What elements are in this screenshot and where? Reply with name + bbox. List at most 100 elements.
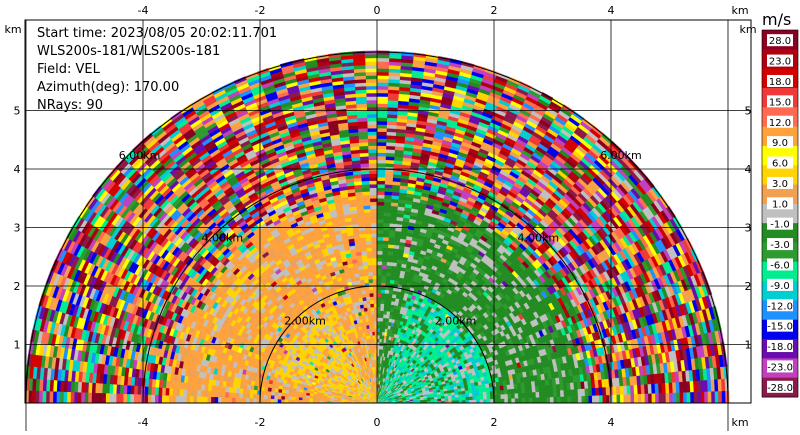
velocity-cell xyxy=(360,163,370,168)
velocity-cell xyxy=(514,397,519,404)
velocity-cell xyxy=(588,395,593,404)
velocity-cell xyxy=(371,243,378,248)
velocity-cell xyxy=(370,313,375,319)
velocity-cell xyxy=(483,398,488,404)
velocity-cell xyxy=(376,152,386,157)
velocity-cell xyxy=(535,397,540,404)
velocity-cell xyxy=(525,397,530,404)
velocity-cell xyxy=(598,386,603,396)
velocity-cell xyxy=(381,257,388,263)
velocity-cell xyxy=(376,155,386,161)
velocity-cell xyxy=(372,275,378,280)
velocity-cell xyxy=(563,389,568,397)
velocity-cell xyxy=(369,299,374,305)
velocity-cell xyxy=(535,391,540,398)
velocity-cell xyxy=(376,148,387,154)
velocity-cell xyxy=(626,385,631,395)
velocity-cell xyxy=(380,299,385,305)
velocity-cell xyxy=(371,261,378,266)
velocity-cell xyxy=(381,264,387,270)
velocity-cell xyxy=(370,306,375,312)
velocity-cell xyxy=(378,334,382,340)
velocity-cell xyxy=(376,75,389,80)
velocity-cell xyxy=(574,395,579,404)
velocity-cell xyxy=(369,197,378,203)
velocity-cell xyxy=(369,292,374,298)
velocity-cell xyxy=(496,394,502,400)
velocity-cell xyxy=(362,198,371,203)
velocity-cell xyxy=(376,64,390,69)
velocity-cell xyxy=(468,396,474,401)
velocity-cell xyxy=(570,395,575,404)
velocity-cell xyxy=(362,265,368,270)
velocity-cell xyxy=(556,389,561,397)
velocity-cell xyxy=(381,335,385,340)
velocity-cell xyxy=(718,390,723,404)
velocity-cell xyxy=(376,275,382,280)
velocity-cell xyxy=(630,384,635,395)
velocity-cell xyxy=(373,320,378,325)
velocity-cell xyxy=(365,240,372,245)
velocity-cell xyxy=(373,310,378,315)
velocity-cell xyxy=(365,247,372,252)
velocity-cell xyxy=(700,391,705,404)
velocity-cell xyxy=(367,271,373,277)
velocity-cell xyxy=(384,173,394,178)
velocity-cell xyxy=(612,386,617,396)
velocity-cell xyxy=(542,390,547,398)
velocity-cell xyxy=(376,176,386,182)
velocity-cell xyxy=(368,289,374,294)
velocity-cell xyxy=(619,394,625,404)
velocity-cell xyxy=(376,215,384,220)
velocity-cell xyxy=(365,243,372,249)
velocity-cell xyxy=(363,279,369,284)
velocity-cell xyxy=(383,208,391,214)
velocity-cell xyxy=(679,392,684,404)
velocity-cell xyxy=(546,396,551,404)
velocity-cell xyxy=(382,236,389,242)
velocity-cell xyxy=(665,392,670,404)
velocity-cell xyxy=(368,169,378,175)
velocity-cell xyxy=(364,289,370,294)
velocity-cell xyxy=(472,399,477,404)
velocity-cell xyxy=(482,391,487,396)
velocity-cell xyxy=(376,71,389,76)
velocity-cell xyxy=(369,183,378,189)
velocity-cell xyxy=(510,388,515,394)
velocity-cell xyxy=(581,395,586,404)
velocity-cell xyxy=(373,303,378,308)
velocity-cell xyxy=(383,201,392,207)
velocity-cell xyxy=(365,71,378,76)
velocity-cell xyxy=(383,307,388,312)
velocity-cell xyxy=(521,392,526,399)
velocity-cell xyxy=(577,388,582,397)
velocity-cell xyxy=(361,258,368,263)
velocity-cell xyxy=(376,117,388,122)
velocity-cell xyxy=(381,275,387,280)
velocity-cell xyxy=(365,75,378,80)
velocity-cell xyxy=(385,152,395,157)
velocity-cell xyxy=(458,393,463,398)
velocity-cell xyxy=(386,310,391,316)
velocity-cell xyxy=(361,187,370,192)
velocity-cell xyxy=(376,131,387,136)
velocity-cell xyxy=(366,307,371,312)
velocity-cell xyxy=(367,131,378,136)
velocity-cell xyxy=(560,396,565,404)
velocity-cell xyxy=(370,233,378,238)
velocity-cell xyxy=(376,187,385,192)
velocity-cell xyxy=(697,391,702,404)
velocity-cell xyxy=(376,54,390,59)
velocity-cell xyxy=(376,173,386,178)
velocity-cell xyxy=(376,205,385,210)
velocity-cell xyxy=(376,96,388,101)
velocity-cell xyxy=(365,89,378,94)
velocity-cell xyxy=(360,247,367,252)
velocity-cell xyxy=(376,299,381,304)
velocity-cell xyxy=(367,317,372,322)
velocity-cell xyxy=(496,389,501,395)
velocity-cell xyxy=(367,124,378,129)
velocity-cell xyxy=(693,391,698,404)
velocity-cell xyxy=(385,149,395,154)
velocity-cell xyxy=(514,387,519,394)
